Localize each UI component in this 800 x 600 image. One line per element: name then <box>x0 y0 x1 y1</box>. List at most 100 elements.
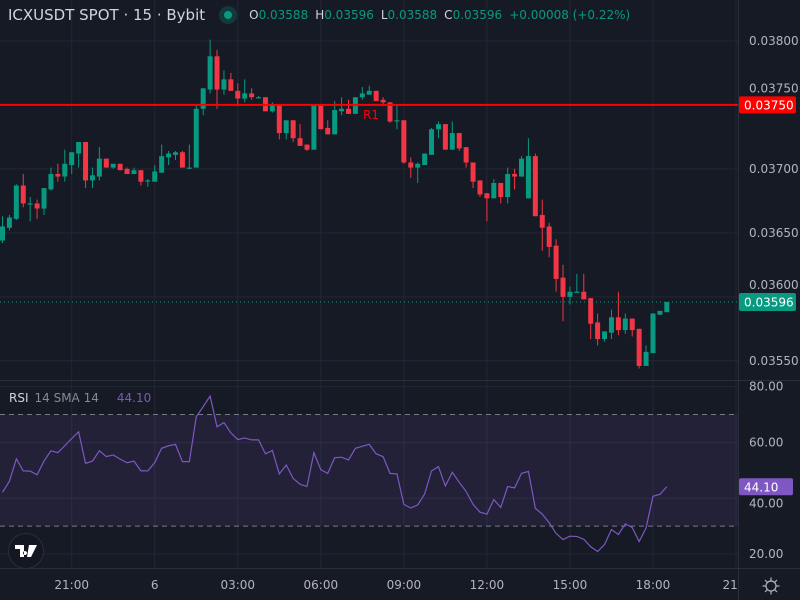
time-tick-label: 18:00 <box>636 578 671 592</box>
rsi-polyline <box>1 394 668 553</box>
candle-up <box>608 317 614 333</box>
current-price-label: 0.03596 <box>744 295 794 309</box>
high-value: 0.03596 <box>324 8 374 22</box>
price-tick-label: 0.03800 <box>749 34 799 48</box>
candle-down <box>498 182 504 198</box>
candle-down <box>117 163 123 171</box>
price-tick-label: 0.03550 <box>749 354 799 368</box>
candle-up <box>186 167 192 169</box>
candle-up <box>269 104 275 112</box>
candle-down <box>325 127 331 135</box>
current-price-label-bg <box>739 292 796 311</box>
candle-up <box>69 152 75 166</box>
candle-up <box>62 163 68 177</box>
candle-down <box>636 328 642 366</box>
candle-down <box>34 203 40 209</box>
candle-down <box>595 322 601 340</box>
candle-up <box>145 180 151 182</box>
close-label: C <box>444 8 453 22</box>
rsi-tick-label: 80.00 <box>749 380 783 394</box>
candle-down <box>290 120 296 139</box>
market-open-dot-icon <box>219 6 238 24</box>
candle-down <box>214 56 220 90</box>
candle-down <box>560 277 566 297</box>
candle-down <box>138 170 144 182</box>
candle-up <box>110 163 116 168</box>
time-tick-label: 03:00 <box>220 578 255 592</box>
candle-down <box>373 90 379 102</box>
candle-down <box>546 226 552 247</box>
candle-down <box>629 318 635 331</box>
candle-up <box>657 310 663 315</box>
candle-up <box>6 217 12 228</box>
candle-down <box>380 99 386 103</box>
candle-down <box>539 214 545 228</box>
candle-down <box>408 162 414 168</box>
tradingview-logo-icon[interactable] <box>8 533 44 569</box>
candle-up <box>574 291 580 293</box>
rsi-tick-label: 20.00 <box>749 547 783 561</box>
low-label: L <box>380 8 388 22</box>
candle-up <box>173 152 178 155</box>
candle-up <box>332 110 338 135</box>
candle-up <box>41 188 47 209</box>
gear-icon[interactable] <box>762 577 780 595</box>
candle-up <box>650 313 656 354</box>
candle-down <box>318 104 324 130</box>
candle-up <box>200 88 206 109</box>
candle-down <box>553 245 559 279</box>
candle-up <box>96 158 102 177</box>
time-tick-label: 06:00 <box>304 578 339 592</box>
price-tick-label: 0.03700 <box>749 162 799 176</box>
candle-down <box>401 120 407 163</box>
candle-up <box>242 93 248 99</box>
resistance-price-label: 0.03750 <box>744 98 794 112</box>
candle-down <box>532 156 538 217</box>
close-value: 0.03596 <box>452 8 503 22</box>
candle-up <box>256 97 262 99</box>
candle-up <box>166 153 172 158</box>
resistance-label: R1 <box>363 108 379 122</box>
candle-up <box>366 90 372 95</box>
candle-up <box>602 331 608 340</box>
candle-up <box>13 185 19 219</box>
rsi-band <box>0 413 738 527</box>
rsi-legend[interactable]: RSI 14 SMA 14 44.10 <box>9 391 151 405</box>
candle-up <box>422 153 428 166</box>
candle-down <box>346 108 351 114</box>
candle-up <box>525 156 531 199</box>
candle-up <box>505 174 511 198</box>
candle-up <box>519 158 524 177</box>
rsi-tick-label: 40.00 <box>749 496 783 510</box>
low-value: 0.03588 <box>387 8 438 22</box>
candle-down <box>124 168 130 175</box>
candle-up <box>643 351 649 366</box>
time-tick-label: 6 <box>151 578 159 592</box>
rsi-tick-label: 60.00 <box>749 435 783 449</box>
candle-up <box>89 175 95 181</box>
price-tick-label: 0.03750 <box>749 81 799 95</box>
candle-up <box>435 124 441 130</box>
candle-down <box>297 138 303 146</box>
rsi-value: 44.10 <box>116 391 152 405</box>
candle-down <box>20 185 26 204</box>
time-tick-label: 15:00 <box>553 578 588 592</box>
candle-up <box>339 108 345 112</box>
candle-up <box>359 93 365 98</box>
candle-up <box>76 142 82 154</box>
candle-down <box>463 147 469 163</box>
time-tick-label: 21:00 <box>54 578 89 592</box>
candle-up <box>567 291 573 297</box>
candle-down <box>249 93 255 98</box>
candle-down <box>512 174 518 177</box>
candle-up <box>193 108 199 168</box>
symbol-legend: ICXUSDT SPOT · 15 · Bybit O 0.03588 H 0.03… <box>8 6 637 24</box>
rsi-line <box>1 394 668 553</box>
candle-up <box>622 318 628 331</box>
symbol-title[interactable]: ICXUSDT SPOT · 15 · Bybit <box>8 6 206 24</box>
candle-up <box>664 301 670 313</box>
axes[interactable]: 0.03800 0.03750 0.03700 0.03650 0.03600 0.035… <box>54 34 800 600</box>
candle-down <box>103 158 109 168</box>
